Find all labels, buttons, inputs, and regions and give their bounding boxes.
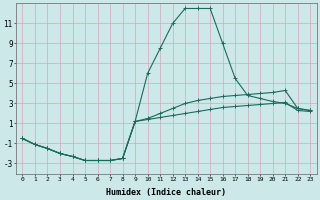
X-axis label: Humidex (Indice chaleur): Humidex (Indice chaleur) [106,188,226,197]
